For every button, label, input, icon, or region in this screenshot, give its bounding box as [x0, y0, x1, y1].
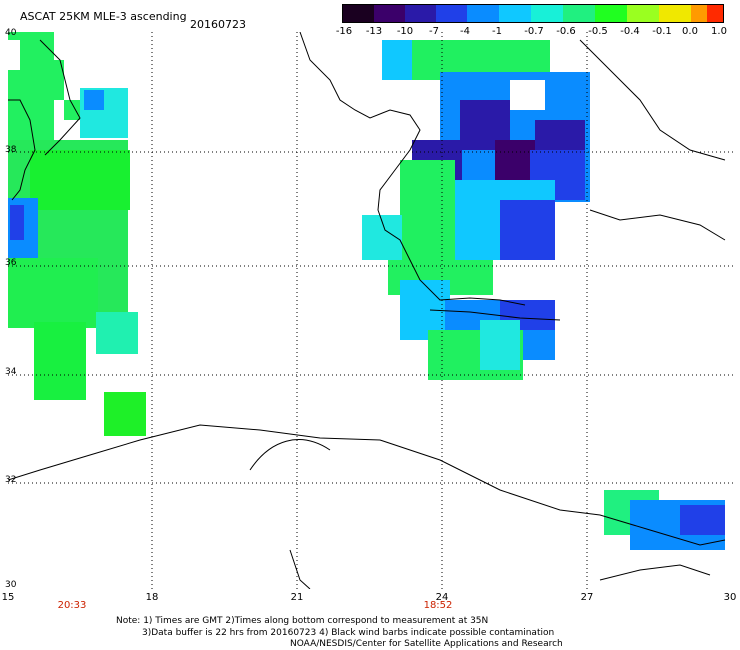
product-date: 20160723 [190, 18, 246, 31]
credit-line: NOAA/NESDIS/Center for Satellite Applica… [290, 639, 563, 649]
cbar-swatch-4 [467, 5, 499, 22]
swath-aegean [362, 40, 590, 380]
lat-label-32: 32 [5, 475, 17, 485]
cbar-swatch-3 [436, 5, 467, 22]
lat-label-34: 34 [5, 367, 17, 377]
cbar-swatch-12 [707, 5, 723, 22]
note-line-1: Note: 1) Times are GMT 2)Times along bot… [116, 616, 489, 626]
wind-map [8, 32, 735, 589]
time-label-west: 20:33 [57, 600, 87, 611]
cbar-label-11: 0.0 [682, 26, 698, 37]
cbar-label-9: -0.4 [620, 26, 640, 37]
colorbar-swatches [343, 5, 723, 22]
cbar-label-10: -0.1 [652, 26, 672, 37]
lon-label-15: 15 [1, 592, 15, 603]
lon-label-24: 24 [435, 592, 449, 603]
note-line-2: 3)Data buffer is 22 hrs from 20160723 4)… [142, 628, 555, 638]
cbar-label-2: -10 [396, 26, 414, 37]
lat-label-36: 36 [5, 258, 17, 268]
cbar-swatch-0 [343, 5, 374, 22]
lon-label-30: 30 [723, 592, 737, 603]
cbar-swatch-10 [659, 5, 691, 22]
cbar-swatch-9 [627, 5, 659, 22]
coastlines [8, 32, 726, 589]
time-label-east: 18:52 [423, 600, 453, 611]
product-title: ASCAT 25KM MLE-3 ascending [20, 10, 187, 23]
cbar-label-3: -7 [429, 26, 439, 37]
cbar-swatch-7 [563, 5, 595, 22]
cbar-label-12: 1.0 [711, 26, 727, 37]
cbar-swatch-8 [595, 5, 627, 22]
cbar-label-1: -13 [365, 26, 383, 37]
swath-west [8, 32, 146, 436]
cbar-label-6: -0.7 [524, 26, 544, 37]
lat-label-38: 38 [5, 145, 17, 155]
cbar-label-0: -16 [335, 26, 353, 37]
graticule [8, 32, 735, 589]
cbar-swatch-11 [691, 5, 707, 22]
cbar-swatch-5 [499, 5, 531, 22]
lat-label-40: 40 [5, 28, 17, 38]
colorbar [342, 4, 724, 23]
lon-label-27: 27 [580, 592, 594, 603]
cbar-label-5: -1 [492, 26, 502, 37]
cbar-label-8: -0.5 [588, 26, 608, 37]
lat-label-30: 30 [5, 580, 17, 590]
cbar-label-7: -0.6 [556, 26, 576, 37]
lon-label-21: 21 [290, 592, 304, 603]
lon-label-18: 18 [145, 592, 159, 603]
cbar-swatch-1 [374, 5, 405, 22]
cbar-swatch-6 [531, 5, 563, 22]
swath-east [604, 490, 725, 550]
cbar-swatch-2 [405, 5, 436, 22]
cbar-label-4: -4 [460, 26, 470, 37]
